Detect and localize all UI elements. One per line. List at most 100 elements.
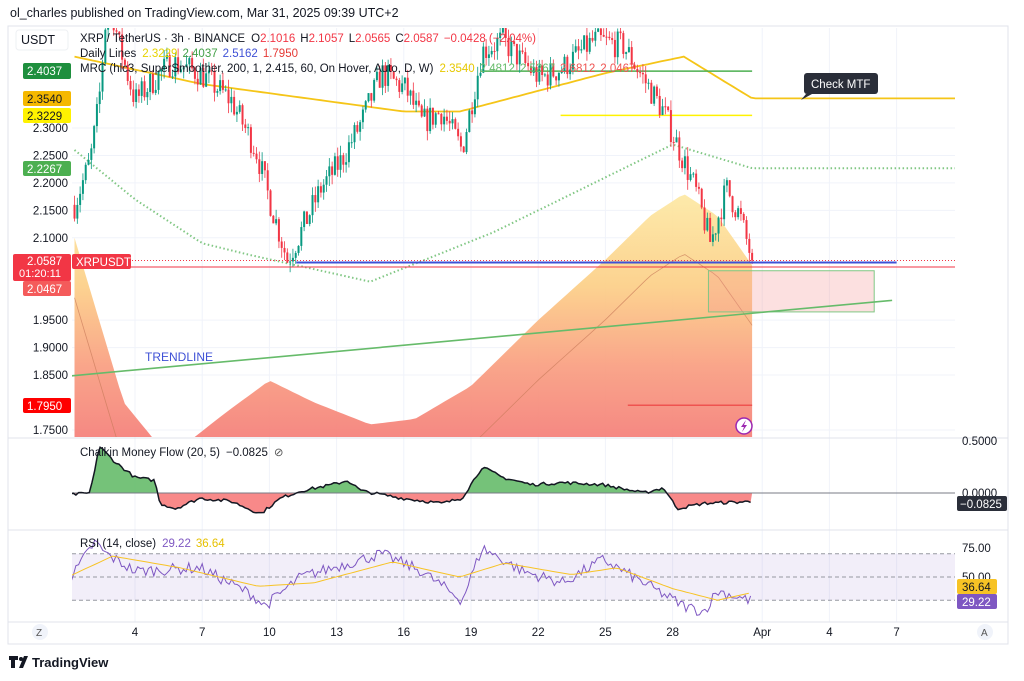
- candle-body: [138, 89, 140, 96]
- mrc-legend[interactable]: MRC (hlc3, SuperSmoother, 200, 1, 2.415,…: [80, 63, 635, 75]
- candle-body: [706, 218, 708, 230]
- candle-body: [323, 185, 325, 193]
- zoom-button-label: Z: [36, 628, 42, 639]
- candle-body: [474, 99, 476, 114]
- time-tick-label: Apr: [753, 627, 771, 639]
- candle-body: [611, 38, 613, 40]
- candle-body: [286, 252, 288, 262]
- daily-line-value: 2.3229: [142, 48, 177, 60]
- candle-body: [701, 189, 703, 208]
- candle-body: [600, 29, 602, 35]
- mrc-value: 2.5267: [520, 63, 555, 75]
- candle-body: [79, 194, 81, 205]
- rsi-pane[interactable]: [68, 540, 955, 615]
- candle-body: [578, 46, 580, 50]
- candle-body: [606, 37, 608, 38]
- candle-body: [715, 234, 717, 235]
- candle-body: [608, 37, 610, 38]
- candle-body: [645, 74, 647, 83]
- candle-body: [132, 89, 134, 102]
- candle-body: [650, 83, 652, 104]
- change-value: −0.0428 (−2.04%): [444, 33, 536, 45]
- candle-body: [320, 186, 322, 192]
- candle-body: [172, 76, 174, 77]
- candle-body: [642, 73, 644, 74]
- rsi-legend[interactable]: RSI (14, close) 29.22 36.64: [80, 538, 225, 550]
- candle-body: [575, 46, 577, 52]
- badge-text: 2.2267: [27, 164, 62, 176]
- candle-body: [225, 89, 227, 90]
- candle-body: [424, 109, 426, 117]
- candle-body: [303, 211, 305, 227]
- time-tick-label: 4: [132, 627, 139, 639]
- price-tick-label: 1.8500: [33, 370, 68, 382]
- rsi-tick-label: 75.00: [962, 543, 991, 555]
- badge-text: 2.3229: [27, 111, 62, 123]
- candle-body: [242, 105, 244, 124]
- tradingview-logo-icon: [9, 656, 28, 668]
- candle-body: [432, 108, 434, 125]
- candle-body: [396, 79, 398, 80]
- lightning-alert-icon[interactable]: [736, 418, 752, 434]
- candle-body: [698, 187, 700, 189]
- candle-body: [314, 195, 316, 202]
- candle-body: [88, 160, 90, 165]
- candle-body: [337, 156, 339, 170]
- check-mtf-callout[interactable]: Check MTF: [801, 73, 878, 100]
- rsi-name: RSI (14, close): [80, 538, 156, 550]
- badge-text: 2.3540: [27, 94, 62, 106]
- candle-body: [659, 96, 661, 115]
- target-zone-box: [708, 271, 874, 312]
- main-pane[interactable]: [68, 0, 1024, 516]
- badge-text: 1.7950: [27, 401, 62, 413]
- candle-body: [670, 110, 672, 142]
- candle-body: [415, 101, 417, 105]
- candle-body: [592, 38, 594, 41]
- candle-body: [253, 153, 255, 154]
- rsi-ma-value: 36.64: [196, 538, 225, 550]
- candle-body: [740, 208, 742, 214]
- candle-body: [278, 219, 280, 241]
- rsi-value: 29.22: [162, 538, 191, 550]
- trendline-label[interactable]: TRENDLINE: [145, 350, 213, 364]
- symbol-name: XRP / TetherUS · 3h · BINANCE: [80, 33, 245, 45]
- time-tick-label: 10: [263, 627, 276, 639]
- candle-body: [452, 119, 454, 123]
- candle-body: [155, 90, 157, 93]
- candle-body: [656, 87, 658, 96]
- candle-body: [628, 47, 630, 52]
- candle-body: [488, 54, 490, 58]
- hidden-eye-icon[interactable]: ⊘: [274, 447, 284, 459]
- candle-body: [443, 117, 445, 125]
- cmf-legend[interactable]: Chaikin Money Flow (20, 5)−0.0825⊘: [80, 447, 284, 459]
- candle-body: [737, 208, 739, 217]
- candle-body: [603, 35, 605, 37]
- candle-body: [317, 186, 319, 202]
- time-tick-label: 22: [532, 627, 545, 639]
- candle-body: [351, 142, 353, 143]
- candle-body: [457, 129, 459, 136]
- candle-body: [426, 109, 428, 131]
- candle-body: [726, 180, 728, 185]
- candle-body: [729, 180, 731, 196]
- candle-body: [76, 205, 78, 219]
- candle-body: [230, 97, 232, 103]
- candle-body: [146, 92, 148, 97]
- candle-body: [292, 258, 294, 262]
- candle-body: [116, 30, 118, 31]
- logo-text: TradingView: [32, 655, 109, 670]
- tradingview-logo[interactable]: TradingView: [9, 655, 109, 670]
- symbol-tag-text: XRPUSDT: [76, 257, 131, 269]
- open-value: 2.1016: [260, 33, 295, 45]
- currency-label: USDT: [21, 33, 55, 47]
- candle-body: [334, 156, 336, 175]
- candle-body: [348, 142, 350, 162]
- mrc-lower-cloud: [75, 195, 753, 457]
- candle-body: [365, 101, 367, 109]
- time-tick-label: 16: [397, 627, 410, 639]
- candle-body: [454, 119, 456, 129]
- daily-lines-name: Daily Lines: [80, 48, 136, 60]
